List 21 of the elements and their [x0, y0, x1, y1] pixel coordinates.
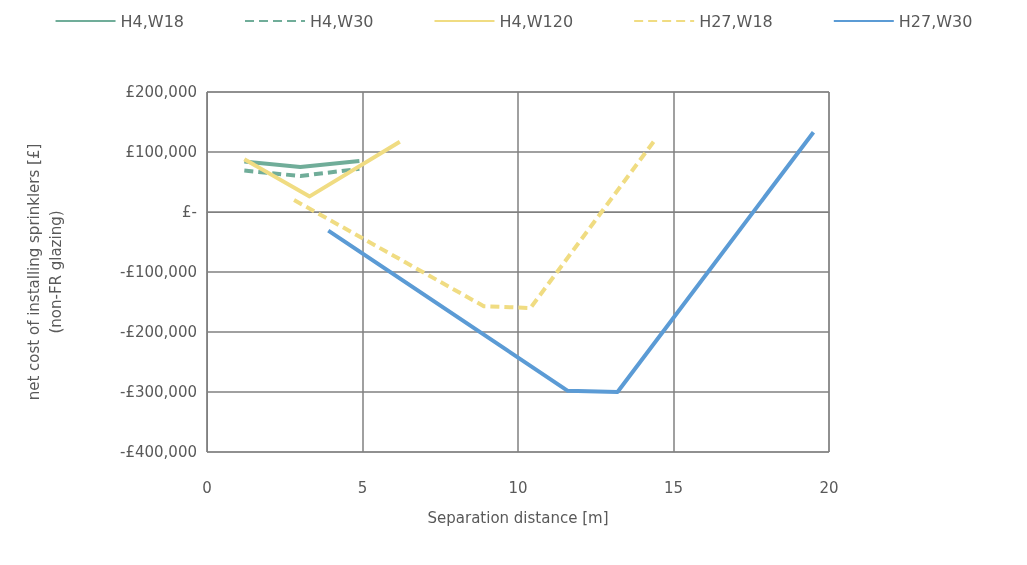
x-tick-label: 5 — [357, 478, 368, 497]
x-tick-label: 20 — [819, 478, 839, 497]
legend-label: H4,W120 — [499, 11, 574, 31]
x-axis-title: Separation distance [m] — [427, 508, 609, 527]
y-tick-label: £200,000 — [125, 83, 197, 101]
y-tick-label: -£400,000 — [120, 443, 197, 461]
line-series — [292, 138, 657, 310]
y-tick-label: £- — [182, 203, 197, 221]
legend-label: H27,W30 — [898, 11, 973, 31]
legend-label: H4,W30 — [310, 11, 374, 31]
y-tick-label: -£100,000 — [120, 263, 197, 281]
y-tick-label: -£300,000 — [120, 383, 197, 401]
x-tick-label: 10 — [508, 478, 528, 497]
x-tick-label: 15 — [663, 478, 684, 497]
line-series — [326, 130, 816, 394]
legend-label: H4,W18 — [120, 11, 185, 31]
y-tick-label: £100,000 — [125, 143, 197, 161]
y-tick-label: -£200,000 — [120, 323, 197, 341]
y-axis-title: net cost of installing sprinklers [£] (non-FR glazing) — [25, 143, 65, 401]
legend-label: H27,W18 — [699, 11, 773, 31]
x-tick-label: 0 — [202, 478, 212, 497]
